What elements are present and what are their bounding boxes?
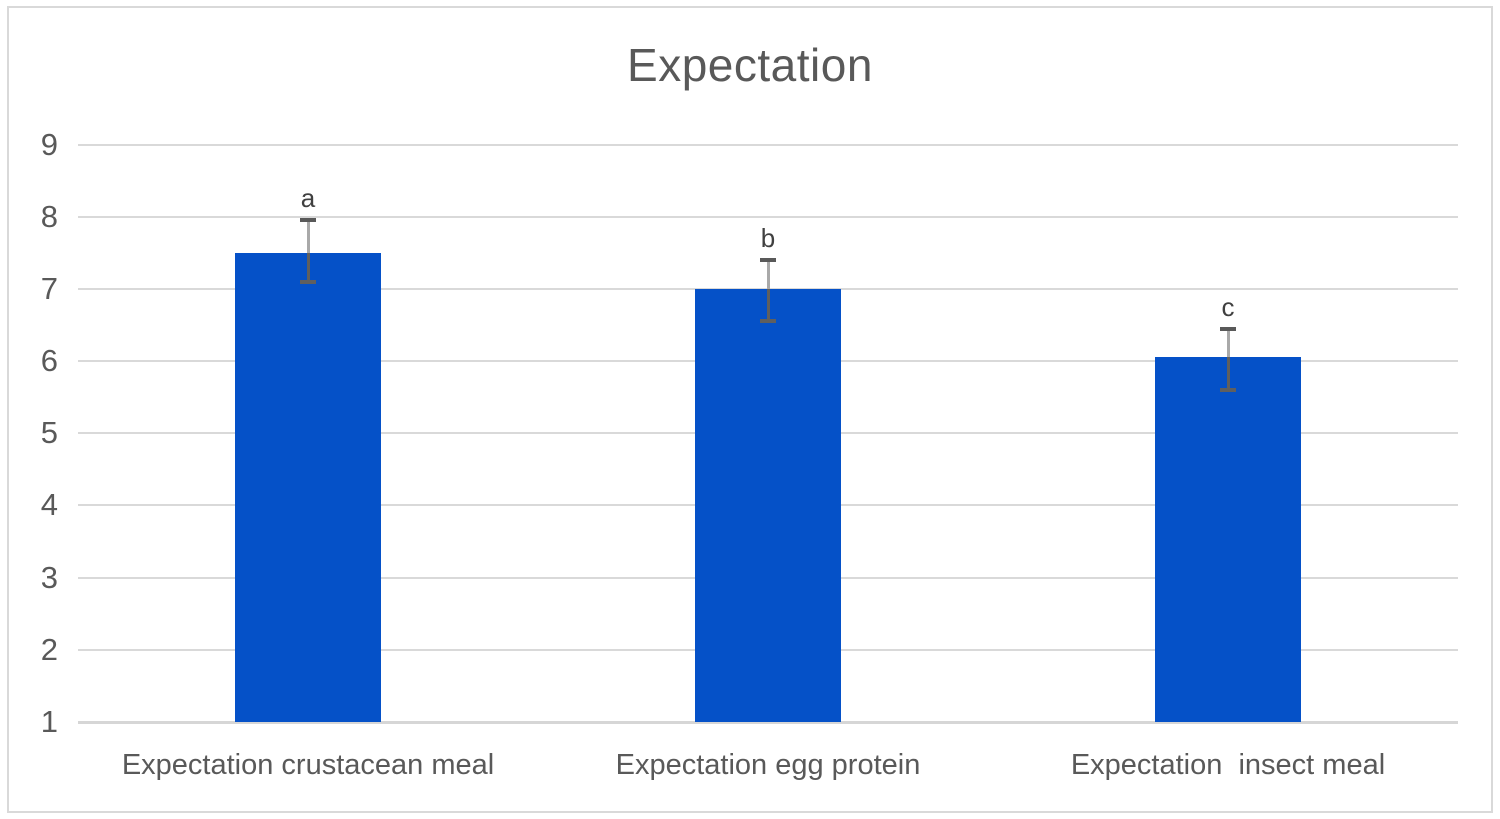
y-axis-tick-label-8: 8 xyxy=(40,198,58,234)
y-axis-tick-label-3: 3 xyxy=(40,559,58,595)
y-axis-tick-label-7: 7 xyxy=(40,270,58,306)
x-axis-category-label-1: Expectation crustacean meal xyxy=(121,749,495,781)
y-axis-tick-label-9: 9 xyxy=(40,126,58,162)
y-axis-tick-label-1: 1 xyxy=(40,704,58,739)
bar-1[interactable] xyxy=(235,252,381,722)
y-axis-tick-label-6: 6 xyxy=(40,343,58,379)
gridline-8 xyxy=(78,215,1458,218)
x-axis-category-label-3: Expectation insect meal xyxy=(1070,749,1386,781)
x-axis-category-label-2: Expectation egg protein xyxy=(615,749,921,781)
significance-letter-b: b xyxy=(760,223,776,253)
significance-letter-a: a xyxy=(300,183,316,214)
error-bar-lower-line-3 xyxy=(1226,357,1230,390)
y-axis-tick-label-5: 5 xyxy=(40,415,58,451)
error-bar-top-cap-2 xyxy=(760,258,776,262)
error-bar-bottom-cap-3 xyxy=(1220,387,1236,392)
significance-letter-c: c xyxy=(1221,291,1235,322)
bar-2[interactable] xyxy=(695,288,841,722)
chart-title: Expectation xyxy=(627,39,873,91)
error-bar-upper-line-3 xyxy=(1226,328,1230,358)
y-axis-tick-label-2: 2 xyxy=(40,631,58,667)
error-bar-lower-line-1 xyxy=(306,252,310,282)
bar-3[interactable] xyxy=(1155,357,1301,722)
y-axis-tick-label-4: 4 xyxy=(40,487,58,523)
error-bar-bottom-cap-2 xyxy=(760,319,776,324)
x-axis-line xyxy=(78,721,1458,724)
error-bar-lower-line-2 xyxy=(766,288,770,322)
error-bar-upper-line-1 xyxy=(306,220,310,253)
error-bar-bottom-cap-1 xyxy=(300,279,316,284)
gridline-9 xyxy=(78,143,1458,146)
error-bar-top-cap-1 xyxy=(300,218,316,223)
error-bar-upper-line-2 xyxy=(766,260,770,289)
error-bar-top-cap-3 xyxy=(1220,326,1236,331)
